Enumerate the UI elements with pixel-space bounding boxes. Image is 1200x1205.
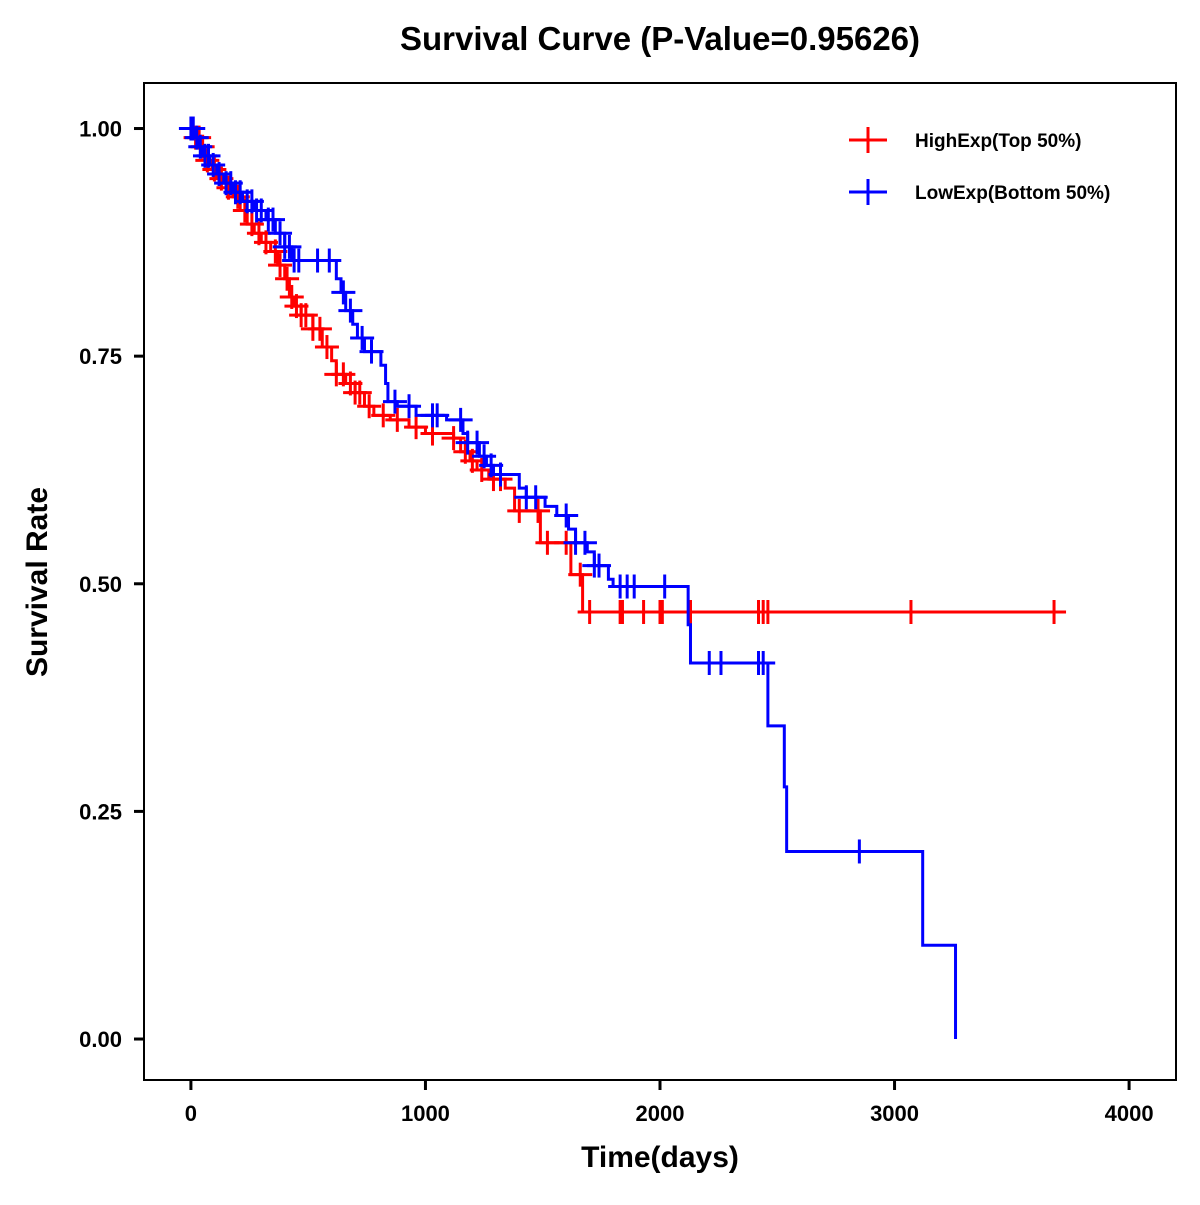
x-tick-label: 4000 (1105, 1101, 1154, 1126)
y-axis: 0.00 0.25 0.50 0.75 1.00 (79, 117, 144, 1052)
y-tick-label: 0.25 (79, 799, 122, 824)
legend-label: HighExp(Top 50%) (915, 131, 1081, 152)
legend-item: LowExp(Bottom 50%) (849, 179, 1110, 205)
y-tick-label: 1.00 (79, 117, 122, 142)
legend: HighExp(Top 50%) LowExp(Bottom 50%) (849, 127, 1110, 205)
series-low-exp (178, 116, 958, 1040)
legend-label: LowExp(Bottom 50%) (915, 183, 1110, 204)
y-tick-label: 0.00 (79, 1027, 122, 1052)
x-axis-label: Time(days) (581, 1141, 739, 1174)
y-axis-label: Survival Rate (21, 487, 54, 677)
x-axis: 0 1000 2000 3000 4000 (185, 1080, 1154, 1126)
x-tick-label: 0 (185, 1101, 197, 1126)
legend-item: HighExp(Top 50%) (849, 127, 1081, 153)
series-layer (178, 116, 1067, 1040)
x-tick-label: 2000 (636, 1101, 685, 1126)
y-tick-label: 0.50 (79, 572, 122, 597)
x-tick-label: 3000 (870, 1101, 919, 1126)
x-tick-label: 1000 (401, 1101, 450, 1126)
y-tick-label: 0.75 (79, 344, 122, 369)
chart-title: Survival Curve (P-Value=0.95626) (400, 20, 920, 57)
